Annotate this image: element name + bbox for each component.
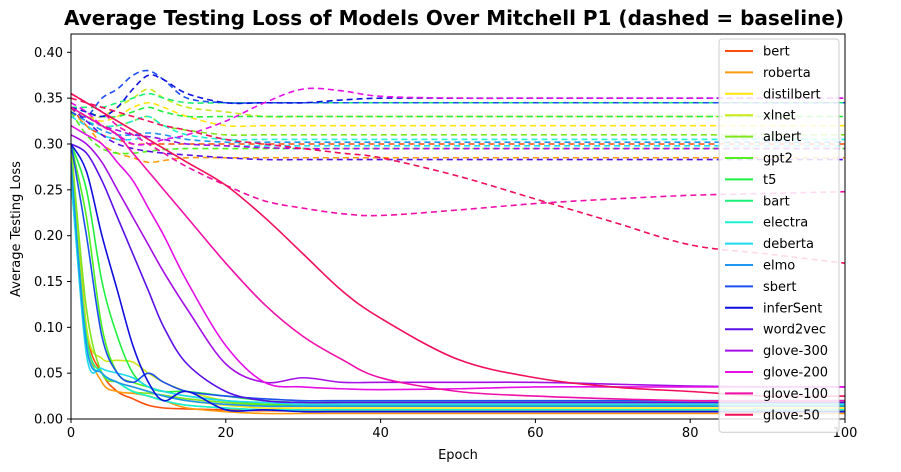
legend-label: bart [763, 194, 790, 209]
legend-label: t5 [763, 173, 776, 188]
legend-label: word2vec [763, 323, 826, 338]
y-tick-label: 0.30 [34, 138, 63, 153]
x-tick-label: 20 [218, 426, 235, 441]
y-tick-label: 0.00 [34, 413, 63, 428]
baseline-line-27 [71, 115, 845, 147]
series-line-12 [71, 143, 845, 413]
y-tick-label: 0.40 [34, 46, 63, 61]
legend-label: distilbert [763, 87, 821, 102]
series-line-11 [71, 143, 845, 402]
baseline-line-25 [71, 92, 845, 109]
chart-title: Average Testing Loss of Models Over Mitc… [64, 6, 844, 30]
baseline-line-32 [71, 106, 845, 150]
x-tick-label: 0 [67, 426, 75, 441]
series-line-9 [71, 171, 845, 406]
baseline-line-31 [71, 106, 845, 161]
legend-label: gpt2 [763, 152, 793, 167]
axes: 0 20 40 60 80 1000.000.050.100.150.200.250.30… [34, 33, 857, 441]
y-axis-label: Average Testing Loss [9, 161, 24, 297]
baseline-line-24 [71, 106, 845, 118]
series-line-1 [71, 180, 845, 415]
series-line-16 [71, 106, 845, 402]
legend-label: sbert [763, 280, 796, 295]
plot-lines [71, 69, 845, 415]
plot-frame [70, 33, 846, 420]
legend-label: glove-300 [763, 344, 828, 359]
x-axis-label: Epoch [438, 448, 478, 463]
baseline-line-20 [71, 101, 845, 128]
baseline-line-29 [71, 69, 845, 118]
legend-label: xlnet [763, 109, 796, 124]
legend-label: roberta [763, 66, 811, 81]
y-tick-label: 0.25 [34, 183, 63, 198]
series-line-14 [71, 134, 845, 388]
legend-label: glove-50 [763, 408, 820, 423]
legend-label: elmo [763, 259, 795, 274]
legend: bert roberta distilbert xlnet albert gpt2 t5 ba… [718, 38, 840, 433]
baseline-line-18 [71, 106, 845, 146]
y-tick-label: 0.05 [34, 367, 63, 382]
y-tick-label: 0.15 [34, 275, 63, 290]
legend-label: bert [763, 45, 790, 60]
legend-label: electra [763, 216, 808, 231]
legend-label: glove-100 [763, 387, 828, 402]
baseline-line-34 [71, 92, 845, 217]
x-tick-label: 80 [682, 426, 699, 441]
legend-label: glove-200 [763, 366, 828, 381]
baseline-line-33 [71, 87, 845, 146]
legend-label: deberta [763, 237, 814, 252]
series-line-13 [71, 143, 845, 404]
y-tick-label: 0.35 [34, 92, 63, 107]
baseline-line-22 [71, 106, 845, 136]
series-line-10 [71, 162, 845, 408]
y-tick-label: 0.10 [34, 321, 63, 336]
legend-label: albert [763, 130, 801, 145]
legend-label: inferSent [763, 301, 822, 316]
y-tick-label: 0.20 [34, 229, 63, 244]
series-line-17 [71, 92, 845, 398]
x-tick-label: 40 [372, 426, 389, 441]
series-line-0 [71, 143, 845, 412]
x-tick-label: 60 [527, 426, 544, 441]
baseline-line-26 [71, 111, 845, 141]
